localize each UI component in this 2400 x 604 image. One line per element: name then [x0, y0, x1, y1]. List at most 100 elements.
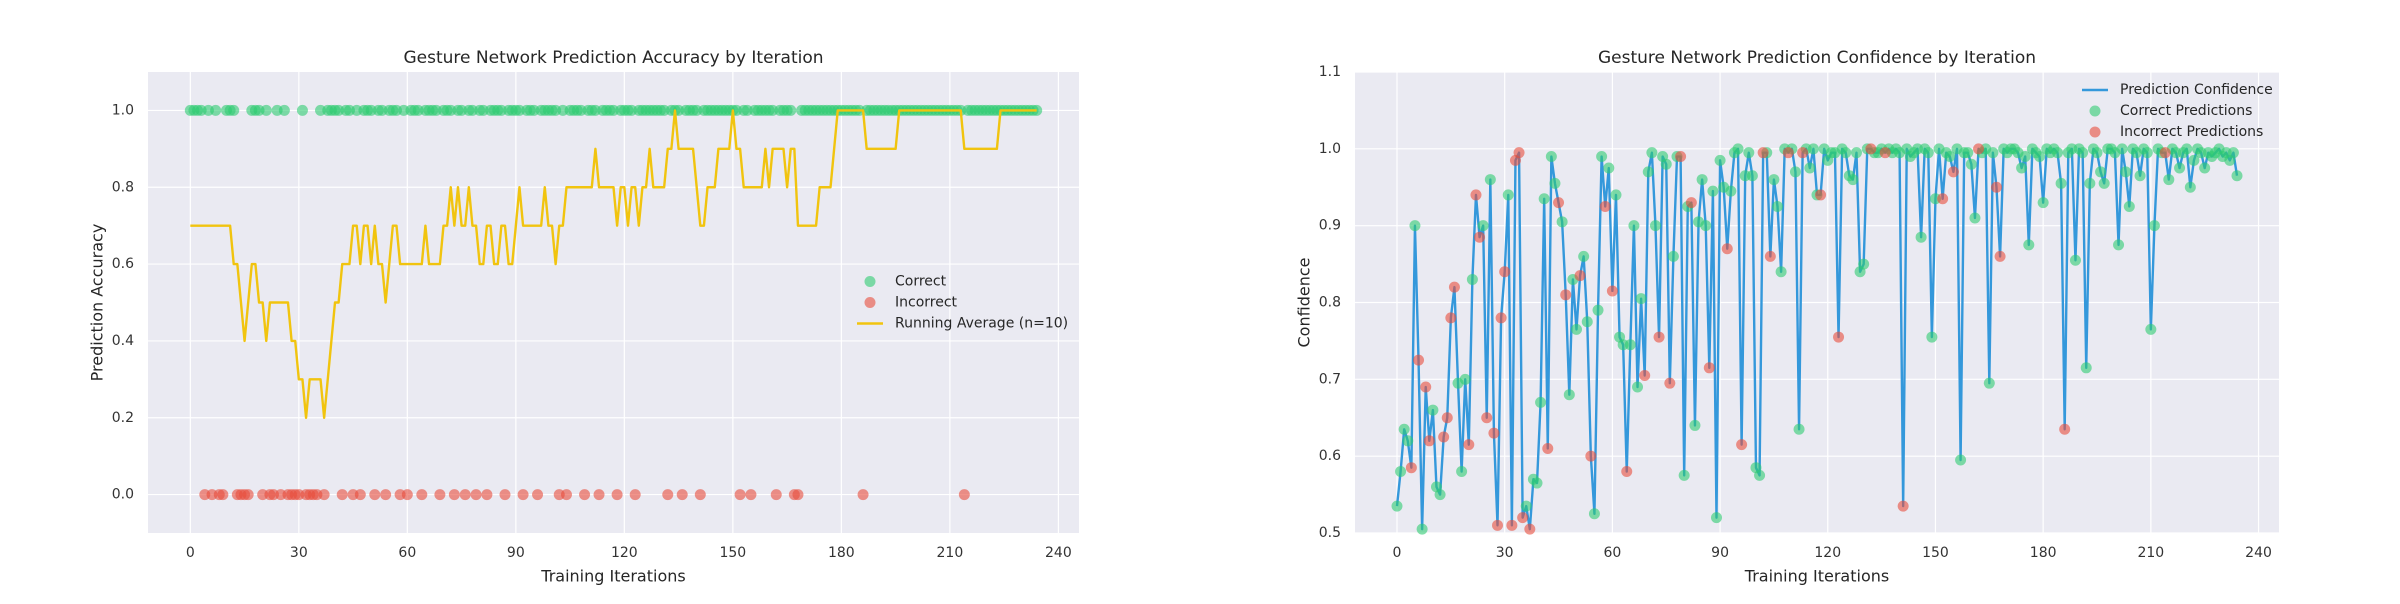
data-point — [745, 489, 757, 501]
data-point — [1678, 469, 1690, 481]
data-point — [1632, 381, 1644, 393]
data-point — [1413, 354, 1425, 366]
data-point — [2188, 154, 2200, 166]
x-tick-label: 150 — [1922, 545, 1949, 561]
data-point — [1646, 147, 1658, 159]
data-point — [1556, 216, 1568, 228]
legend-label: Incorrect Predictions — [2120, 124, 2263, 140]
data-point — [1484, 174, 1496, 186]
data-point — [1635, 293, 1647, 305]
data-point — [1990, 181, 2002, 193]
legend-label: Running Average (n=10) — [895, 316, 1068, 332]
legend-label: Prediction Confidence — [2120, 82, 2273, 98]
data-point — [1438, 431, 1450, 443]
data-point — [1470, 189, 1482, 201]
data-point — [1549, 177, 1561, 189]
data-point — [1994, 250, 2006, 262]
data-point — [1405, 462, 1417, 474]
data-point — [2123, 200, 2135, 212]
data-point — [1685, 197, 1697, 209]
data-point — [792, 489, 804, 501]
y-tick-label: 1.0 — [1319, 141, 1341, 157]
data-point — [1847, 174, 1859, 186]
data-point — [1409, 220, 1421, 232]
data-point — [369, 489, 381, 501]
data-point — [1793, 423, 1805, 435]
data-point — [2174, 162, 2186, 174]
data-point — [560, 489, 572, 501]
data-point — [1782, 147, 1794, 159]
x-tick-label: 240 — [2245, 545, 2272, 561]
data-point — [459, 489, 471, 501]
subplot: 0.0 0.2 0.4 0.6 0.8 1.0 0 30 60 90 120 150 180 210 240… — [88, 48, 1079, 586]
data-point — [1588, 508, 1600, 520]
y-axis-label: Prediction Accuracy — [88, 224, 107, 382]
data-point — [1581, 316, 1593, 328]
data-point — [1710, 512, 1722, 524]
data-point — [1768, 174, 1780, 186]
data-point — [611, 489, 623, 501]
data-point — [1804, 162, 1816, 174]
data-point — [676, 489, 688, 501]
data-point — [1395, 466, 1407, 478]
data-point — [278, 104, 290, 116]
data-point — [662, 489, 674, 501]
legend-swatch — [2089, 126, 2101, 138]
data-point — [1520, 500, 1532, 512]
y-tick-label: 0.0 — [112, 487, 134, 503]
data-point — [1628, 220, 1640, 232]
data-point — [1764, 250, 1776, 262]
data-point — [1420, 381, 1432, 393]
legend-label: Correct — [895, 274, 947, 290]
data-point — [1553, 197, 1565, 209]
data-point — [1922, 147, 1934, 159]
data-point — [416, 489, 428, 501]
data-point — [1664, 377, 1676, 389]
data-point — [1560, 289, 1572, 301]
legend-label: Correct Predictions — [2120, 103, 2252, 119]
x-axis-label: Training Iterations — [1744, 567, 1889, 586]
data-point — [857, 489, 869, 501]
data-point — [1947, 166, 1959, 178]
data-point — [517, 489, 529, 501]
data-point — [2019, 151, 2031, 163]
data-point — [2023, 239, 2035, 251]
data-point — [1746, 170, 1758, 182]
data-point — [1448, 281, 1460, 293]
data-point — [217, 489, 229, 501]
data-point — [1775, 266, 1787, 278]
data-point — [1879, 147, 1891, 159]
data-point — [1772, 200, 1784, 212]
data-point — [1574, 270, 1586, 282]
data-point — [1696, 174, 1708, 186]
data-point — [593, 489, 605, 501]
data-point — [2052, 147, 2064, 159]
data-point — [1545, 151, 1557, 163]
data-point — [1955, 454, 1967, 466]
data-point — [1840, 147, 1852, 159]
x-tick-label: 210 — [2137, 545, 2164, 561]
data-point — [434, 489, 446, 501]
data-point — [2095, 166, 2107, 178]
data-point — [1944, 151, 1956, 163]
data-point — [1488, 427, 1500, 439]
y-tick-label: 0.8 — [1319, 295, 1341, 311]
data-point — [1502, 189, 1514, 201]
data-point — [2141, 147, 2153, 159]
data-point — [481, 489, 493, 501]
data-point — [1531, 477, 1543, 489]
data-point — [958, 489, 970, 501]
x-tick-label: 0 — [1393, 545, 1402, 561]
data-point — [785, 104, 797, 116]
x-tick-label: 150 — [719, 545, 746, 561]
data-point — [1757, 147, 1769, 159]
data-point — [1962, 147, 1974, 159]
data-point — [401, 489, 413, 501]
data-point — [1592, 304, 1604, 316]
data-point — [2091, 147, 2103, 159]
data-point — [1789, 166, 1801, 178]
data-point — [2231, 170, 2243, 182]
data-point — [318, 489, 330, 501]
data-point — [1506, 519, 1518, 531]
data-point — [1707, 185, 1719, 197]
